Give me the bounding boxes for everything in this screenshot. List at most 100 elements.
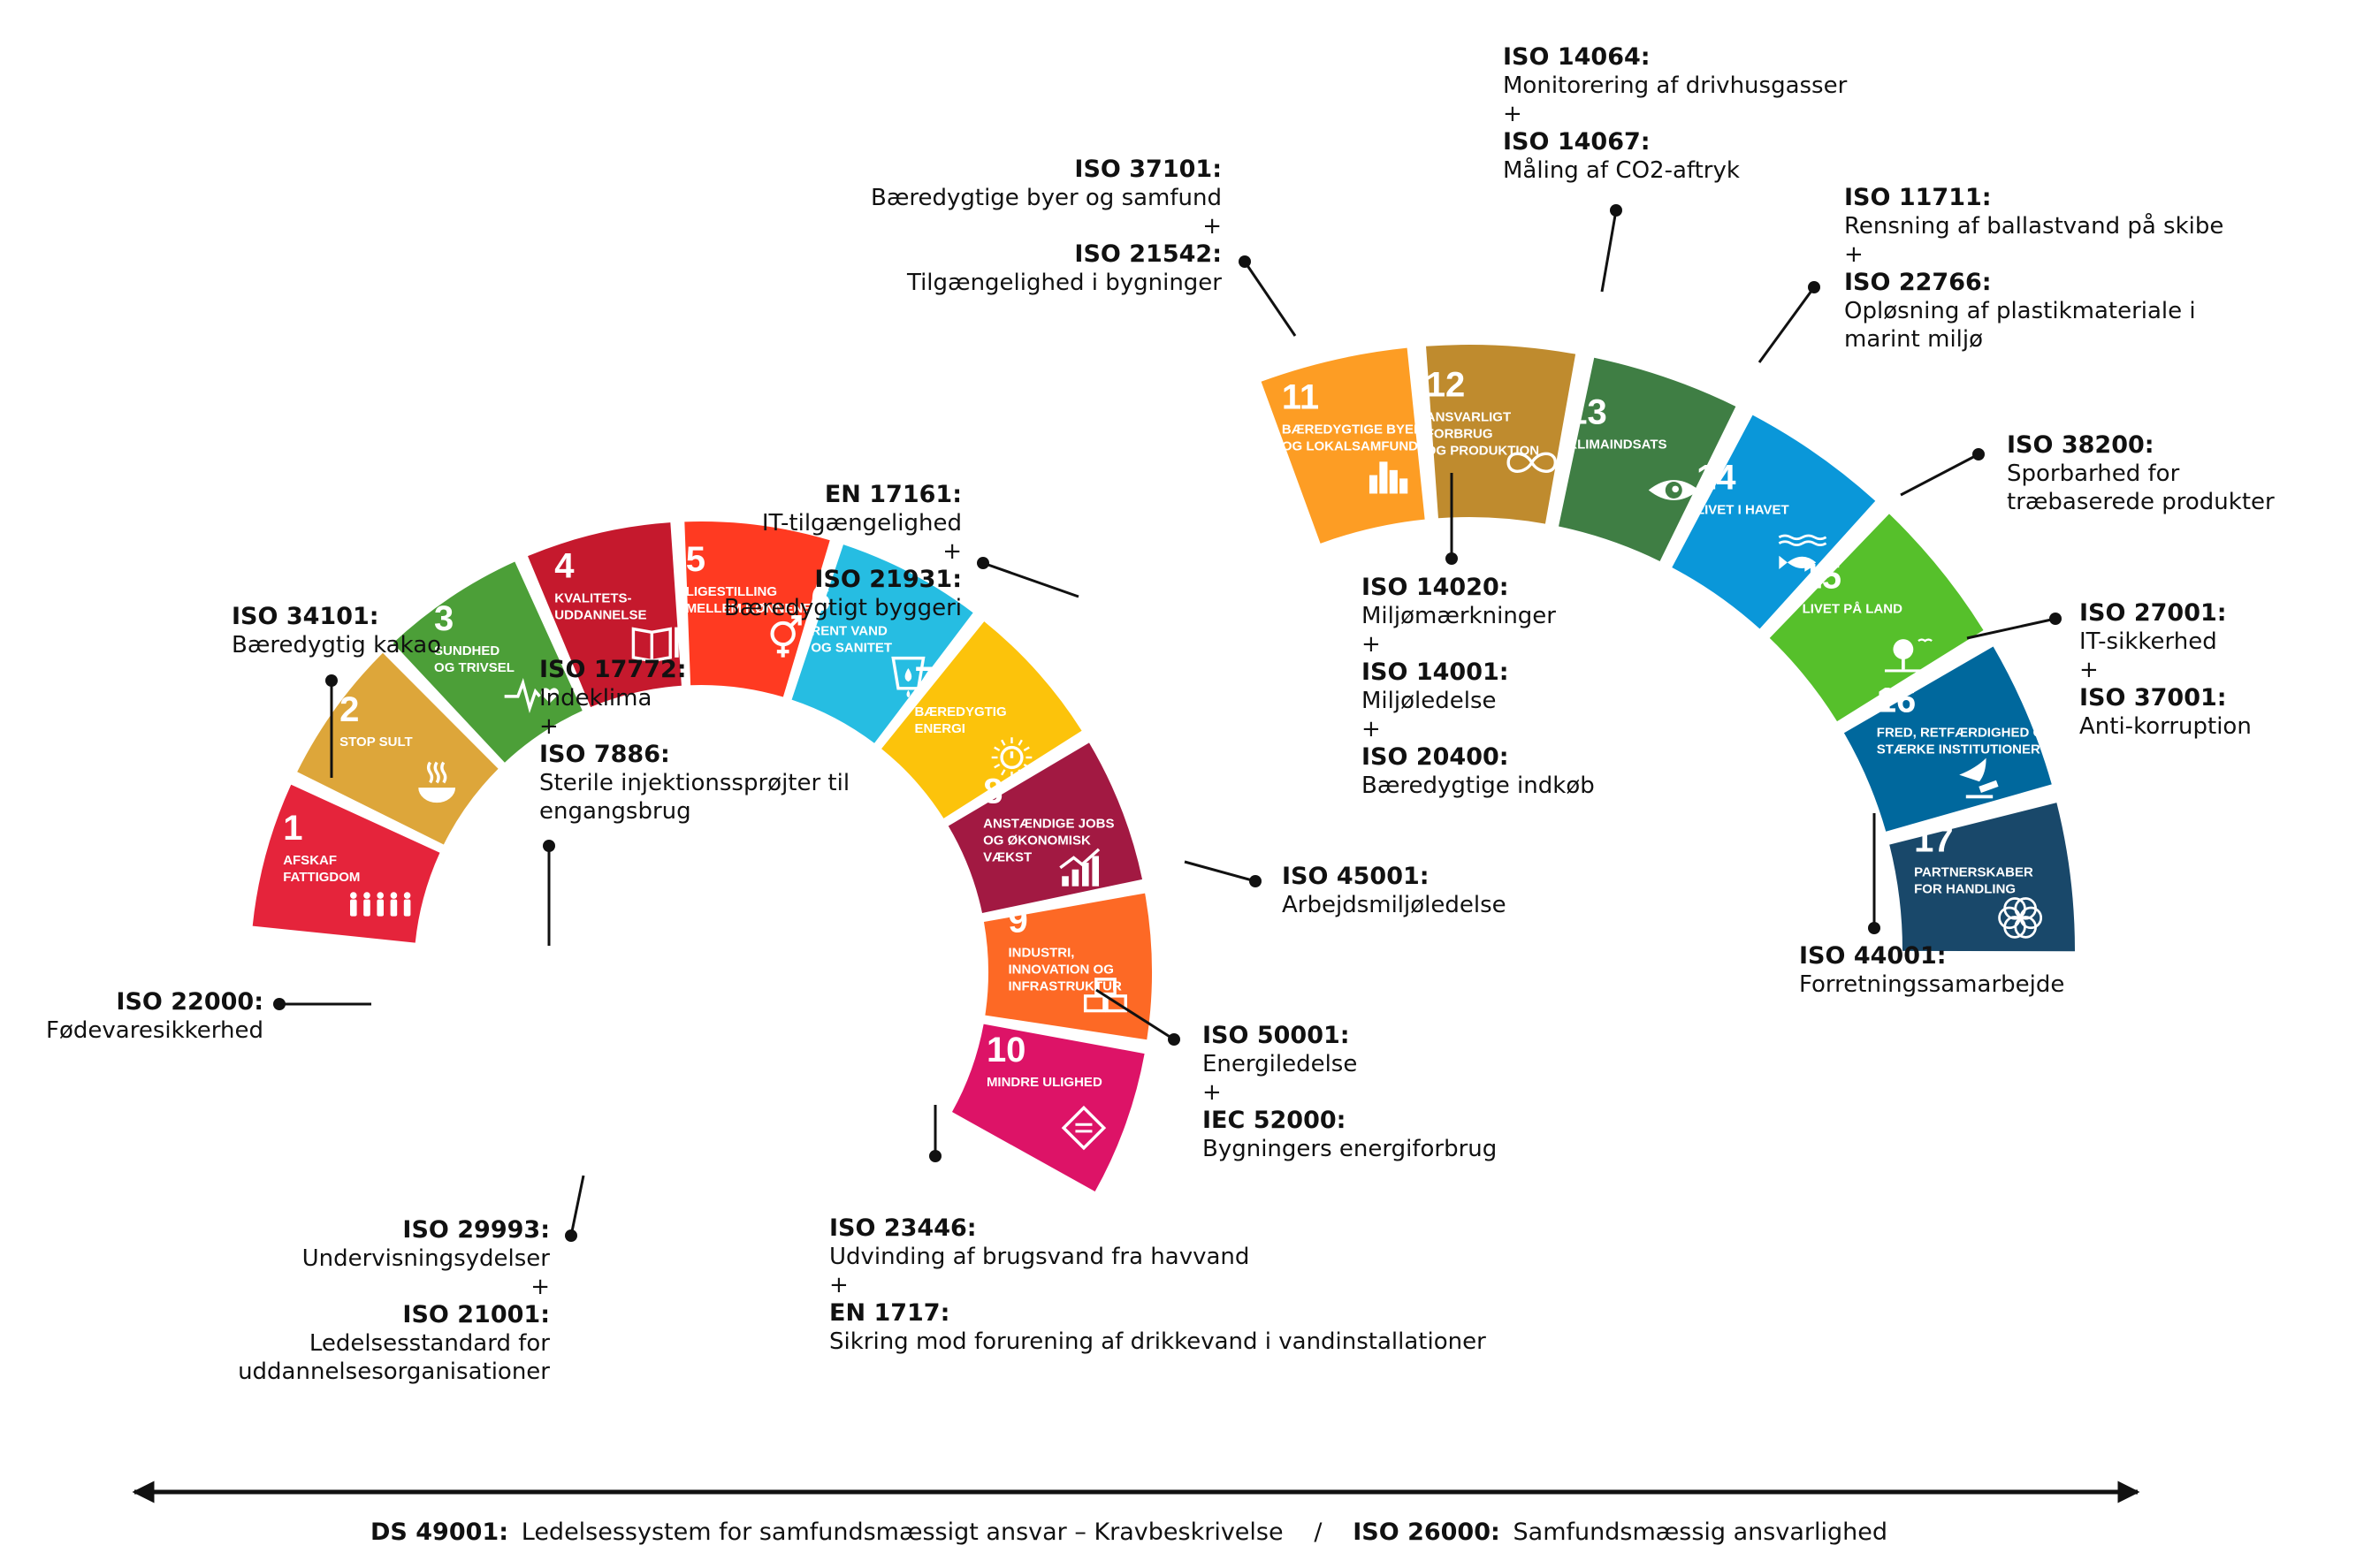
standard-description: Bæredygtigt byggeri — [724, 595, 962, 621]
standard-description: Ledelsesstandard for — [309, 1330, 550, 1357]
plus-sign: + — [1503, 101, 1522, 127]
goal-15-wedge — [1769, 514, 1984, 722]
sdg-goal-5: 5 LIGESTILLING MELLEM KØNNENE — [684, 521, 830, 697]
standard-description: Undervisningsydelser — [302, 1245, 551, 1272]
standard-code: ISO 37101: — [1074, 156, 1222, 183]
standard-code: ISO 11711: — [1844, 184, 1992, 211]
standard-block-g9: EN 17161:IT-tilgængelighed+ISO 21931:Bær… — [724, 481, 962, 621]
leader-dot-g8 — [1249, 875, 1262, 887]
standard-block-g11: ISO 37101:Bæredygtige byer og samfund+IS… — [871, 156, 1222, 296]
goal-1-title: AFSKAF — [283, 853, 337, 868]
standard-description: Måling af CO2-aftryk — [1503, 156, 1740, 184]
goal-3-title: SUNDHED — [434, 643, 499, 658]
standard-description: marint miljø — [1844, 326, 1983, 353]
goal-3-number: 3 — [434, 599, 454, 638]
goal-2-number: 2 — [339, 690, 359, 729]
standard-description: Sporbarhed for — [2007, 461, 2180, 487]
sdg-goal-15: 15 LIVET PÅ LAND — [1769, 514, 1984, 722]
goal-16-title: STÆRKE INSTITUTIONER — [1877, 742, 2040, 757]
goal-2-title: STOP SULT — [339, 735, 413, 750]
tree-icon — [1884, 638, 1933, 673]
plus-sign: + — [539, 713, 559, 740]
plus-sign: + — [1361, 631, 1381, 658]
standard-block-g3: ISO 17772:Indeklima+ISO 7886:Sterile inj… — [539, 656, 850, 825]
standard-code: ISO 23446: — [829, 1214, 977, 1242]
goal-17-wedge — [1889, 803, 2075, 952]
standard-code: ISO 17772: — [539, 656, 687, 683]
standard-code: ISO 45001: — [1282, 863, 1430, 890]
sdg-goal-13: 13 KLIMAINDSATS — [1559, 357, 1736, 561]
standard-description: Miljøledelse — [1361, 688, 1497, 714]
goal-13-number: 13 — [1567, 393, 1607, 432]
leader-dot-g3 — [543, 840, 555, 852]
goal-15-title: LIVET PÅ LAND — [1803, 601, 1903, 616]
standard-code: ISO 14001: — [1361, 658, 1509, 686]
standard-description: træbaserede produkter — [2007, 489, 2275, 515]
goal-3-title: OG TRIVSEL — [434, 660, 515, 675]
leader-dot-g15 — [1972, 448, 1985, 461]
leader-line-g9 — [982, 561, 1079, 598]
eye-globe-icon — [1648, 480, 1699, 500]
leader-lines — [273, 204, 2062, 1242]
leader-dot-g13 — [1610, 204, 1622, 217]
goal-5-title: MELLEM KØNNENE — [686, 601, 812, 616]
standard-description: engangsbrug — [539, 798, 691, 825]
standard-description: Bæredygtige byer og samfund — [871, 185, 1222, 211]
plus-sign: + — [1844, 241, 1864, 268]
standard-block-g14: ISO 11711:Rensning af ballastvand på ski… — [1844, 184, 2223, 353]
sdg-goal-6: 6 RENT VAND OG SANITET — [791, 544, 973, 743]
fish-icon — [1778, 534, 1827, 569]
bottom-caption: DS 49001: Ledelsessystem for samfundsmæs… — [370, 1519, 1887, 1546]
dove-gavel-icon — [1959, 757, 1999, 799]
leader-line-g4 — [569, 1175, 585, 1237]
goal-9-title: INFRASTRUKTUR — [1008, 979, 1121, 994]
standard-code: IEC 52000: — [1202, 1107, 1346, 1134]
standard-code: ISO 27001: — [2079, 599, 2227, 627]
goal-6-title: RENT VAND — [811, 624, 888, 639]
bottom-code-1: DS 49001: — [370, 1519, 508, 1546]
standard-code: ISO 44001: — [1799, 942, 1947, 970]
goal-4-number: 4 — [554, 547, 575, 586]
standard-code: ISO 21931: — [814, 566, 962, 593]
standard-description: Sikring mod forurening af drikkevand i v… — [829, 1328, 1486, 1355]
sdg-goal-4: 4 KVALITETS- UDDANNELSE — [528, 522, 682, 707]
sdg-goal-1: 1 AFSKAF FATTIGDOM — [252, 784, 440, 943]
heartbeat-icon — [504, 678, 559, 714]
leader-dot-g4 — [565, 1229, 577, 1242]
goal-11-wedge — [1261, 347, 1425, 544]
family-icon — [350, 892, 411, 917]
plus-sign: + — [1202, 213, 1222, 240]
goal-8-title: ANSTÆNDIGE JOBS — [983, 817, 1114, 832]
standard-description: Forretningssamarbejde — [1799, 971, 2064, 998]
book-icon — [631, 627, 679, 663]
goal-8-title: VÆKST — [983, 850, 1032, 865]
standard-code: ISO 22000: — [116, 988, 263, 1016]
goal-17-number: 17 — [1914, 820, 1954, 859]
goal-17-title: PARTNERSKABER — [1914, 864, 2033, 879]
growth-chart-icon — [1059, 848, 1101, 887]
equality-arrows-icon — [1061, 1105, 1107, 1151]
goal-14-number: 14 — [1696, 459, 1736, 498]
goal-5-wedge — [684, 521, 830, 697]
goal-5-number: 5 — [686, 540, 705, 579]
goal-7-title: BÆREDYGTIG — [914, 704, 1006, 719]
goal-6-title: OG SANITET — [811, 641, 892, 656]
goal-7-number: 7 — [914, 660, 934, 699]
standard-block-g16: ISO 27001:IT-sikkerhed+ISO 37001:Anti-ko… — [2079, 599, 2252, 740]
standard-description: Arbejdsmiljøledelse — [1282, 892, 1506, 918]
goal-7-title: ENERGI — [914, 721, 965, 736]
standard-block-g2: ISO 22000:Fødevaresikkerhed — [46, 988, 263, 1044]
goal-16-number: 16 — [1877, 681, 1917, 719]
standard-description: Bygningers energiforbrug — [1202, 1136, 1497, 1162]
goal-12-number: 12 — [1426, 365, 1466, 404]
sun-power-icon — [991, 737, 1033, 778]
goal-9-title: INNOVATION OG — [1008, 963, 1113, 978]
goal-16-wedge — [1843, 646, 2052, 832]
standard-description: Energiledelse — [1202, 1051, 1357, 1077]
goal-10-number: 10 — [987, 1031, 1026, 1069]
infinity-icon — [1506, 452, 1558, 473]
standard-description: IT-sikkerhed — [2079, 628, 2217, 655]
bowl-icon — [418, 761, 456, 803]
